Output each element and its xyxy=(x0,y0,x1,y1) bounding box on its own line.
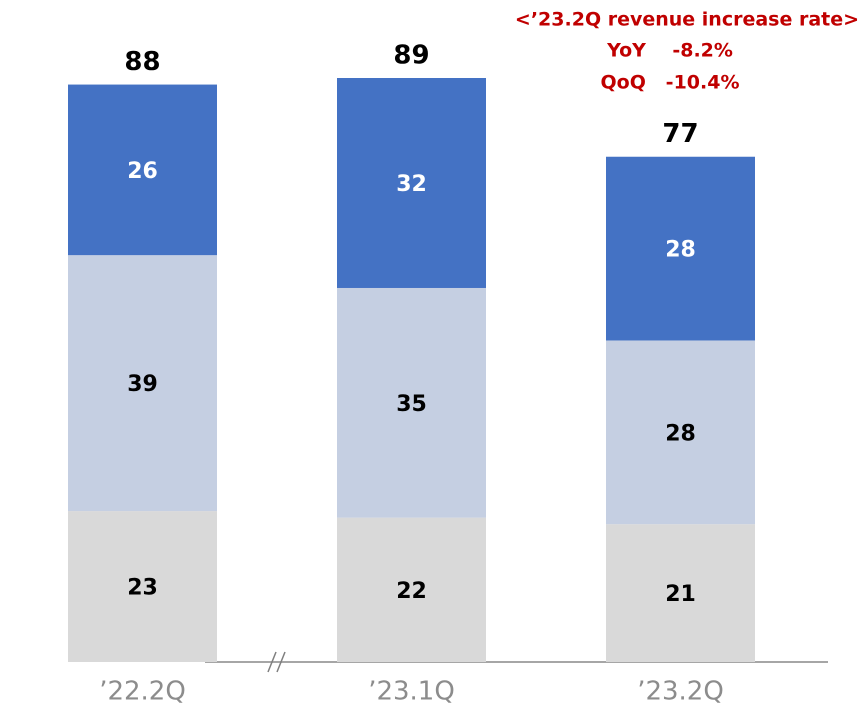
axis-break xyxy=(267,651,277,673)
annotation: QoQ -10.4% xyxy=(600,72,739,94)
x-tick-label: ’23.1Q xyxy=(368,677,455,707)
annotation: YoY -8.2% xyxy=(606,40,733,62)
bar-segment xyxy=(68,255,217,512)
x-tick-label: ’23.2Q xyxy=(637,677,724,707)
bar-segment xyxy=(337,78,486,288)
total-label: 77 xyxy=(662,119,698,149)
bar-segment xyxy=(337,517,486,662)
axis-break xyxy=(276,651,286,673)
total-label: 89 xyxy=(393,41,429,71)
segment-label: 35 xyxy=(396,392,427,417)
bar-segment xyxy=(68,84,217,256)
segment-label: 23 xyxy=(127,576,158,601)
segment-label: 39 xyxy=(127,372,158,397)
segment-label: 28 xyxy=(665,421,696,446)
bar-segment xyxy=(606,156,755,341)
x-tick-label: ’22.2Q xyxy=(99,677,186,707)
segment-label: 22 xyxy=(396,579,427,604)
segment-label: 28 xyxy=(665,238,696,263)
segment-label: 26 xyxy=(127,159,158,184)
segment-label: 21 xyxy=(665,582,696,607)
bar-segment xyxy=(606,524,755,662)
bar-segment xyxy=(337,287,486,518)
bar-segment xyxy=(606,340,755,525)
segment-label: 32 xyxy=(396,172,427,197)
total-label: 88 xyxy=(124,47,160,77)
annotation: <’23.2Q revenue increase rate> xyxy=(515,9,859,31)
bar-segment xyxy=(68,511,217,662)
